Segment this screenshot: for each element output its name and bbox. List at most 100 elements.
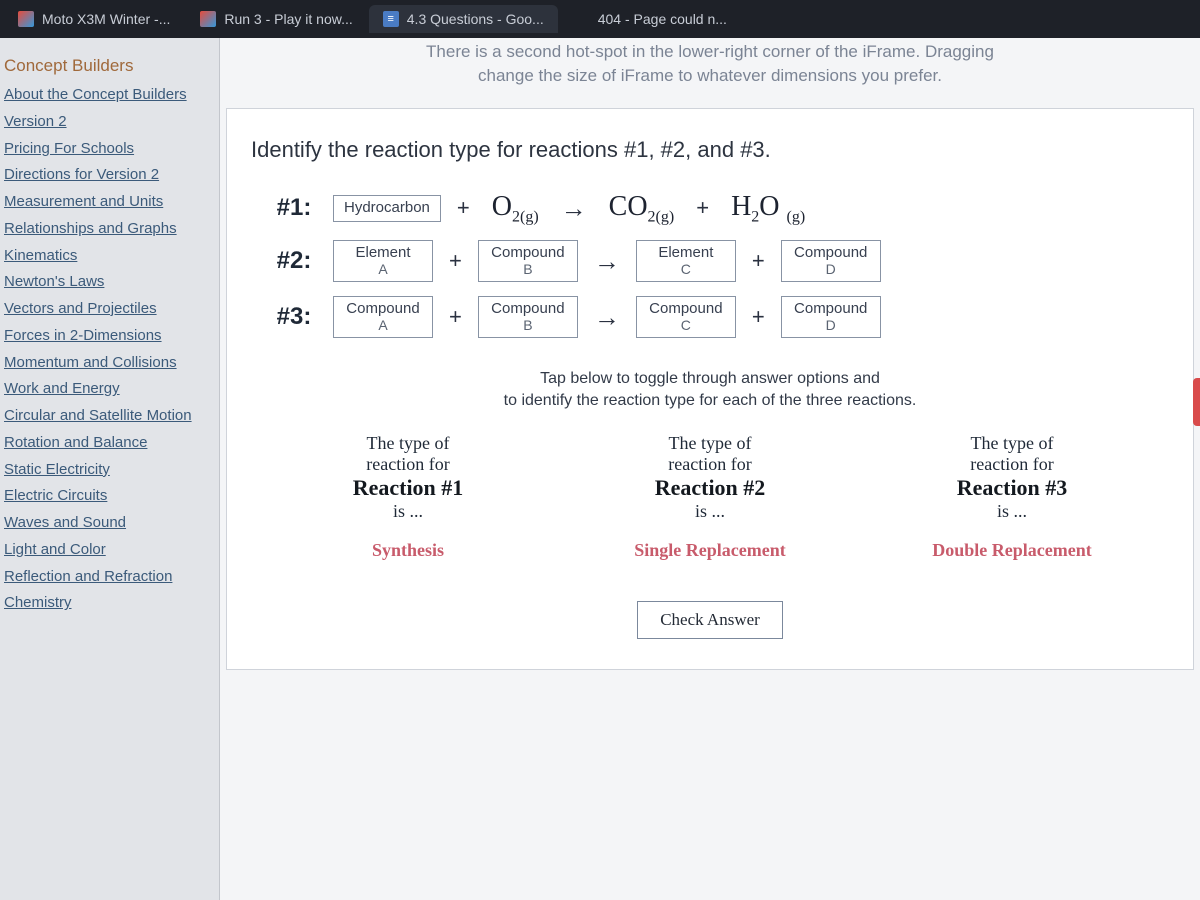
species-text: Compound — [794, 245, 867, 262]
formula: O2(g) — [486, 191, 545, 227]
species-sub: B — [523, 262, 532, 277]
species-text: Element — [355, 245, 410, 262]
sidebar-link[interactable]: Directions for Version 2 — [2, 162, 213, 189]
instruction-line: Tap below to toggle through answer optio… — [237, 368, 1183, 390]
content-area: There is a second hot-spot in the lower-… — [220, 38, 1200, 900]
browser-tab[interactable]: ≡ 4.3 Questions - Goo... — [369, 5, 558, 33]
species-text: Compound — [649, 301, 722, 318]
tab-label: 4.3 Questions - Goo... — [407, 11, 544, 27]
species-sub: A — [378, 318, 387, 333]
sidebar-link[interactable]: Static Electricity — [2, 457, 213, 484]
sidebar-link[interactable]: Momentum and Collisions — [2, 350, 213, 377]
reaction-label: #2: — [265, 247, 323, 275]
species-sub: A — [378, 262, 387, 277]
main-area: Concept Builders About the Concept Build… — [0, 38, 1200, 900]
species-box: Element C — [636, 240, 736, 282]
check-row: Check Answer — [237, 601, 1183, 639]
browser-tab[interactable]: 404 - Page could n... — [560, 5, 741, 33]
answer-reaction: Reaction #3 — [861, 475, 1163, 501]
browser-tab[interactable]: Moto X3M Winter -... — [4, 5, 184, 33]
answer-is: is ... — [257, 501, 559, 522]
answer-lead: The type of — [257, 433, 559, 454]
answer-is: is ... — [559, 501, 861, 522]
sidebar-link[interactable]: Waves and Sound — [2, 510, 213, 537]
sidebar-link[interactable]: Circular and Satellite Motion — [2, 403, 213, 430]
species-text: Element — [658, 245, 713, 262]
reaction-label: #3: — [265, 303, 323, 331]
answer-col-1: The type of reaction for Reaction #1 is … — [257, 433, 559, 561]
answer-choice-toggle[interactable]: Synthesis — [257, 540, 559, 561]
arrow-op: → — [588, 246, 626, 277]
sidebar-link[interactable]: Electric Circuits — [2, 483, 213, 510]
sidebar-link[interactable]: Work and Energy — [2, 376, 213, 403]
sidebar-link[interactable]: Rotation and Balance — [2, 430, 213, 457]
answer-lead: The type of — [861, 433, 1163, 454]
sidebar-link[interactable]: Measurement and Units — [2, 189, 213, 216]
side-handle[interactable] — [1193, 378, 1200, 426]
answers-row: The type of reaction for Reaction #1 is … — [237, 433, 1183, 561]
sidebar-link[interactable]: Relationships and Graphs — [2, 216, 213, 243]
plus-op: + — [443, 304, 468, 330]
activity-frame: Identify the reaction type for reactions… — [226, 108, 1194, 670]
reaction-row-2: #2: Element A + Compound B → Element C — [265, 240, 1155, 282]
tab-label: Run 3 - Play it now... — [224, 11, 352, 27]
sidebar-link[interactable]: Forces in 2-Dimensions — [2, 323, 213, 350]
species-text: Hydrocarbon — [344, 200, 430, 217]
species-sub: C — [681, 262, 691, 277]
sidebar-heading: Concept Builders — [2, 56, 213, 76]
plus-op: + — [690, 195, 715, 221]
species-box: Compound C — [636, 296, 736, 338]
tab-label: 404 - Page could n... — [598, 11, 727, 27]
question-prompt: Identify the reaction type for reactions… — [237, 129, 1183, 191]
species-text: Compound — [491, 301, 564, 318]
sidebar-link[interactable]: Newton's Laws — [2, 269, 213, 296]
hint-line: change the size of iFrame to whatever di… — [240, 64, 1180, 88]
answer-choice-toggle[interactable]: Single Replacement — [559, 540, 861, 561]
reaction-row-3: #3: Compound A + Compound B → Compound C — [265, 296, 1155, 338]
sidebar-link[interactable]: Vectors and Projectiles — [2, 296, 213, 323]
species-text: Compound — [491, 245, 564, 262]
answer-lead: reaction for — [559, 454, 861, 475]
species-text: Compound — [794, 301, 867, 318]
instruction-text: Tap below to toggle through answer optio… — [237, 368, 1183, 413]
sidebar-link[interactable]: Light and Color — [2, 537, 213, 564]
sidebar-link[interactable]: Version 2 — [2, 109, 213, 136]
species-sub: D — [826, 318, 836, 333]
instruction-line: to identify the reaction type for each o… — [237, 390, 1183, 412]
reaction-row-1: #1: Hydrocarbon + O2(g) → CO2(g) + H2O (… — [265, 191, 1155, 227]
species-sub: D — [826, 262, 836, 277]
sidebar-link[interactable]: Pricing For Schools — [2, 136, 213, 163]
sidebar-link[interactable]: Reflection and Refraction — [2, 564, 213, 591]
hint-line: There is a second hot-spot in the lower-… — [240, 40, 1180, 64]
answer-choice-toggle[interactable]: Double Replacement — [861, 540, 1163, 561]
browser-tab-bar: Moto X3M Winter -... Run 3 - Play it now… — [0, 0, 1200, 38]
game-icon — [200, 11, 216, 27]
reactions-list: #1: Hydrocarbon + O2(g) → CO2(g) + H2O (… — [237, 191, 1183, 338]
check-answer-button[interactable]: Check Answer — [637, 601, 783, 639]
species-sub: C — [681, 318, 691, 333]
answer-reaction: Reaction #1 — [257, 475, 559, 501]
sidebar-link[interactable]: About the Concept Builders — [2, 82, 213, 109]
species-box: Compound B — [478, 296, 578, 338]
arrow-op: → — [555, 193, 593, 224]
formula: CO2(g) — [603, 191, 681, 227]
formula: H2O (g) — [725, 191, 811, 227]
sidebar-link[interactable]: Chemistry — [2, 590, 213, 617]
answer-lead: reaction for — [861, 454, 1163, 475]
sidebar: Concept Builders About the Concept Build… — [0, 38, 220, 900]
browser-tab[interactable]: Run 3 - Play it now... — [186, 5, 366, 33]
answer-reaction: Reaction #2 — [559, 475, 861, 501]
tab-label: Moto X3M Winter -... — [42, 11, 170, 27]
species-box: Compound D — [781, 296, 881, 338]
plus-op: + — [451, 195, 476, 221]
species-box: Element A — [333, 240, 433, 282]
species-box: Compound A — [333, 296, 433, 338]
reaction-label: #1: — [265, 194, 323, 222]
answer-col-3: The type of reaction for Reaction #3 is … — [861, 433, 1163, 561]
answer-is: is ... — [861, 501, 1163, 522]
sidebar-link[interactable]: Kinematics — [2, 243, 213, 270]
answer-col-2: The type of reaction for Reaction #2 is … — [559, 433, 861, 561]
game-icon — [18, 11, 34, 27]
answer-lead: The type of — [559, 433, 861, 454]
plus-op: + — [746, 248, 771, 274]
